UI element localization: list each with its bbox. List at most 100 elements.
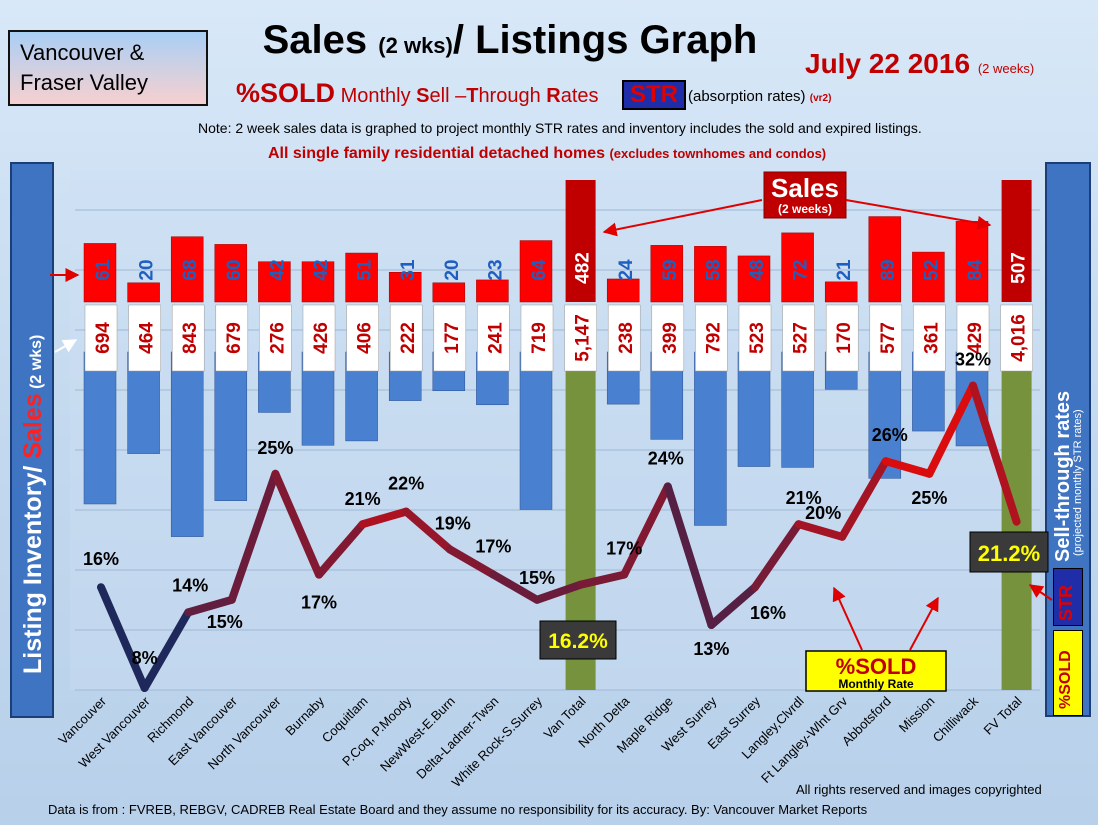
pctsold-callout-title: %SOLD [836,654,917,679]
str-value-label: 26% [872,425,908,445]
date-text: July 22 2016 [805,48,971,79]
sales-value-label: 20 [137,259,158,280]
note-text: Note: 2 week sales data is graphed to pr… [198,120,922,136]
sales-bar [737,255,771,303]
inventory-bar [214,351,248,501]
str-line-segment [969,381,1021,526]
str-value-label: 15% [519,568,555,588]
scope-text: All single family residential detached h… [268,145,826,163]
fv-total-rate: 21.2% [978,541,1040,566]
sales-bar [955,221,989,303]
inventory-bar [170,351,204,537]
inventory-label-box [956,304,990,372]
inventory-label-box [259,304,292,372]
str-line-segment [620,482,672,579]
right-axis-panel: Sell-through rates (projected monthly ST… [1045,162,1091,717]
str-value-label: 16% [83,549,119,569]
title-main: Sales [262,18,379,62]
inventory-value-label: 792 [703,322,724,354]
inventory-label-box [564,304,597,372]
inventory-label-box [782,304,815,372]
inventory-value-label: 238 [616,322,637,354]
sales-value-label: 60 [224,259,245,280]
pctsold-callout-arrow [832,586,863,651]
right-str-box: STR [1053,568,1083,626]
inventory-label-box [433,304,467,372]
sales-bar [650,245,684,303]
value-labels: 694 61 464 20 843 68 679 60 276 42 426 42 406 51 222 31… [83,252,1033,668]
sales-callout-box [763,171,847,219]
str-value-label: 17% [475,537,511,557]
inventory-value-label: 577 [878,322,899,354]
inventory-label-box [695,304,728,372]
inventory-value-label: 4,016 [1009,314,1030,362]
subtitle-s: S [416,85,430,107]
str-line-segment [97,583,149,692]
sales-bar [868,216,902,303]
str-line-segment [751,520,803,592]
sales-value-label: 61 [93,259,114,281]
sales-bar [432,282,466,303]
str-value-label: 13% [693,639,729,659]
sales-value-label: 51 [355,259,376,281]
sales-bar [476,279,509,303]
version-label: (vr2) [809,93,832,104]
str-line [97,381,1021,692]
right-pctsold-box: %SOLD [1053,630,1083,716]
inventory-value-label: 429 [965,322,986,354]
region-box: Vancouver & Fraser Valley [8,30,208,106]
str-line-segment [271,469,323,579]
sales-bar [1001,180,1032,302]
sales-value-label: 52 [921,259,942,280]
left-axis-panel: Listing Inventory/ Sales (2 wks) [10,162,54,718]
str-line-segment [227,469,280,604]
str-line-segment [445,545,498,579]
inventory-label-box [171,304,205,372]
sales-bar [345,252,378,303]
str-line-segment [533,580,585,604]
pctsold-callout-arrow [909,596,939,651]
category-label: Ft Langley-Wlnt Grv [758,693,851,786]
inventory-value-label: 170 [834,322,855,354]
inventory-value-label: 694 [93,322,114,354]
sales-value-label: 59 [660,259,681,280]
str-value-label: 15% [207,612,243,632]
inventory-value-label: 426 [311,322,332,354]
sales-value-label: 42 [267,259,288,280]
str-value-label: 20% [805,503,841,523]
sales-value-label: 20 [442,259,463,280]
category-label: Mission [896,694,938,736]
inventory-label-box [389,304,423,372]
sales-value-label: 58 [703,259,724,280]
sales-bar [606,278,640,303]
inventory-label-box [346,304,379,372]
str-line-segment [925,381,977,478]
str-badge: STR [622,80,686,110]
pctsold-callout-sub: Monthly Rate [838,677,914,691]
inventory-bar [694,351,727,526]
inventory-bar [868,351,902,479]
report-date: July 22 2016 (2 weeks) [805,48,1034,80]
sales-value-label: 68 [180,259,201,280]
copyright-text: All rights reserved and images copyright… [796,782,1042,797]
inventory-value-label: 361 [921,322,942,354]
inventory-value-label: 399 [660,322,681,354]
subtitle-ell: ell – [429,85,467,107]
inventory-label-box [738,304,772,372]
str-value-label: 16% [750,603,786,623]
str-value-label: 14% [172,575,208,595]
inventory-label-box [128,304,161,372]
chart-title: Sales (2 wks)/ Listings Graph [230,18,790,63]
sales-callout-arrow [845,199,992,230]
subtitle-ates: ates [560,85,599,107]
inventory-label-box [651,304,685,372]
inventory-label-box [84,304,118,372]
sales-value-label: 507 [1009,252,1030,284]
inventory-value-label: 843 [180,322,201,354]
scope-main: All single family residential detached h… [268,145,610,162]
inventory-value-label: 679 [224,322,245,354]
sales-value-label: 31 [398,259,419,281]
sales-value-label: 42 [311,259,332,280]
subtitle-hrough: hrough [478,85,547,107]
